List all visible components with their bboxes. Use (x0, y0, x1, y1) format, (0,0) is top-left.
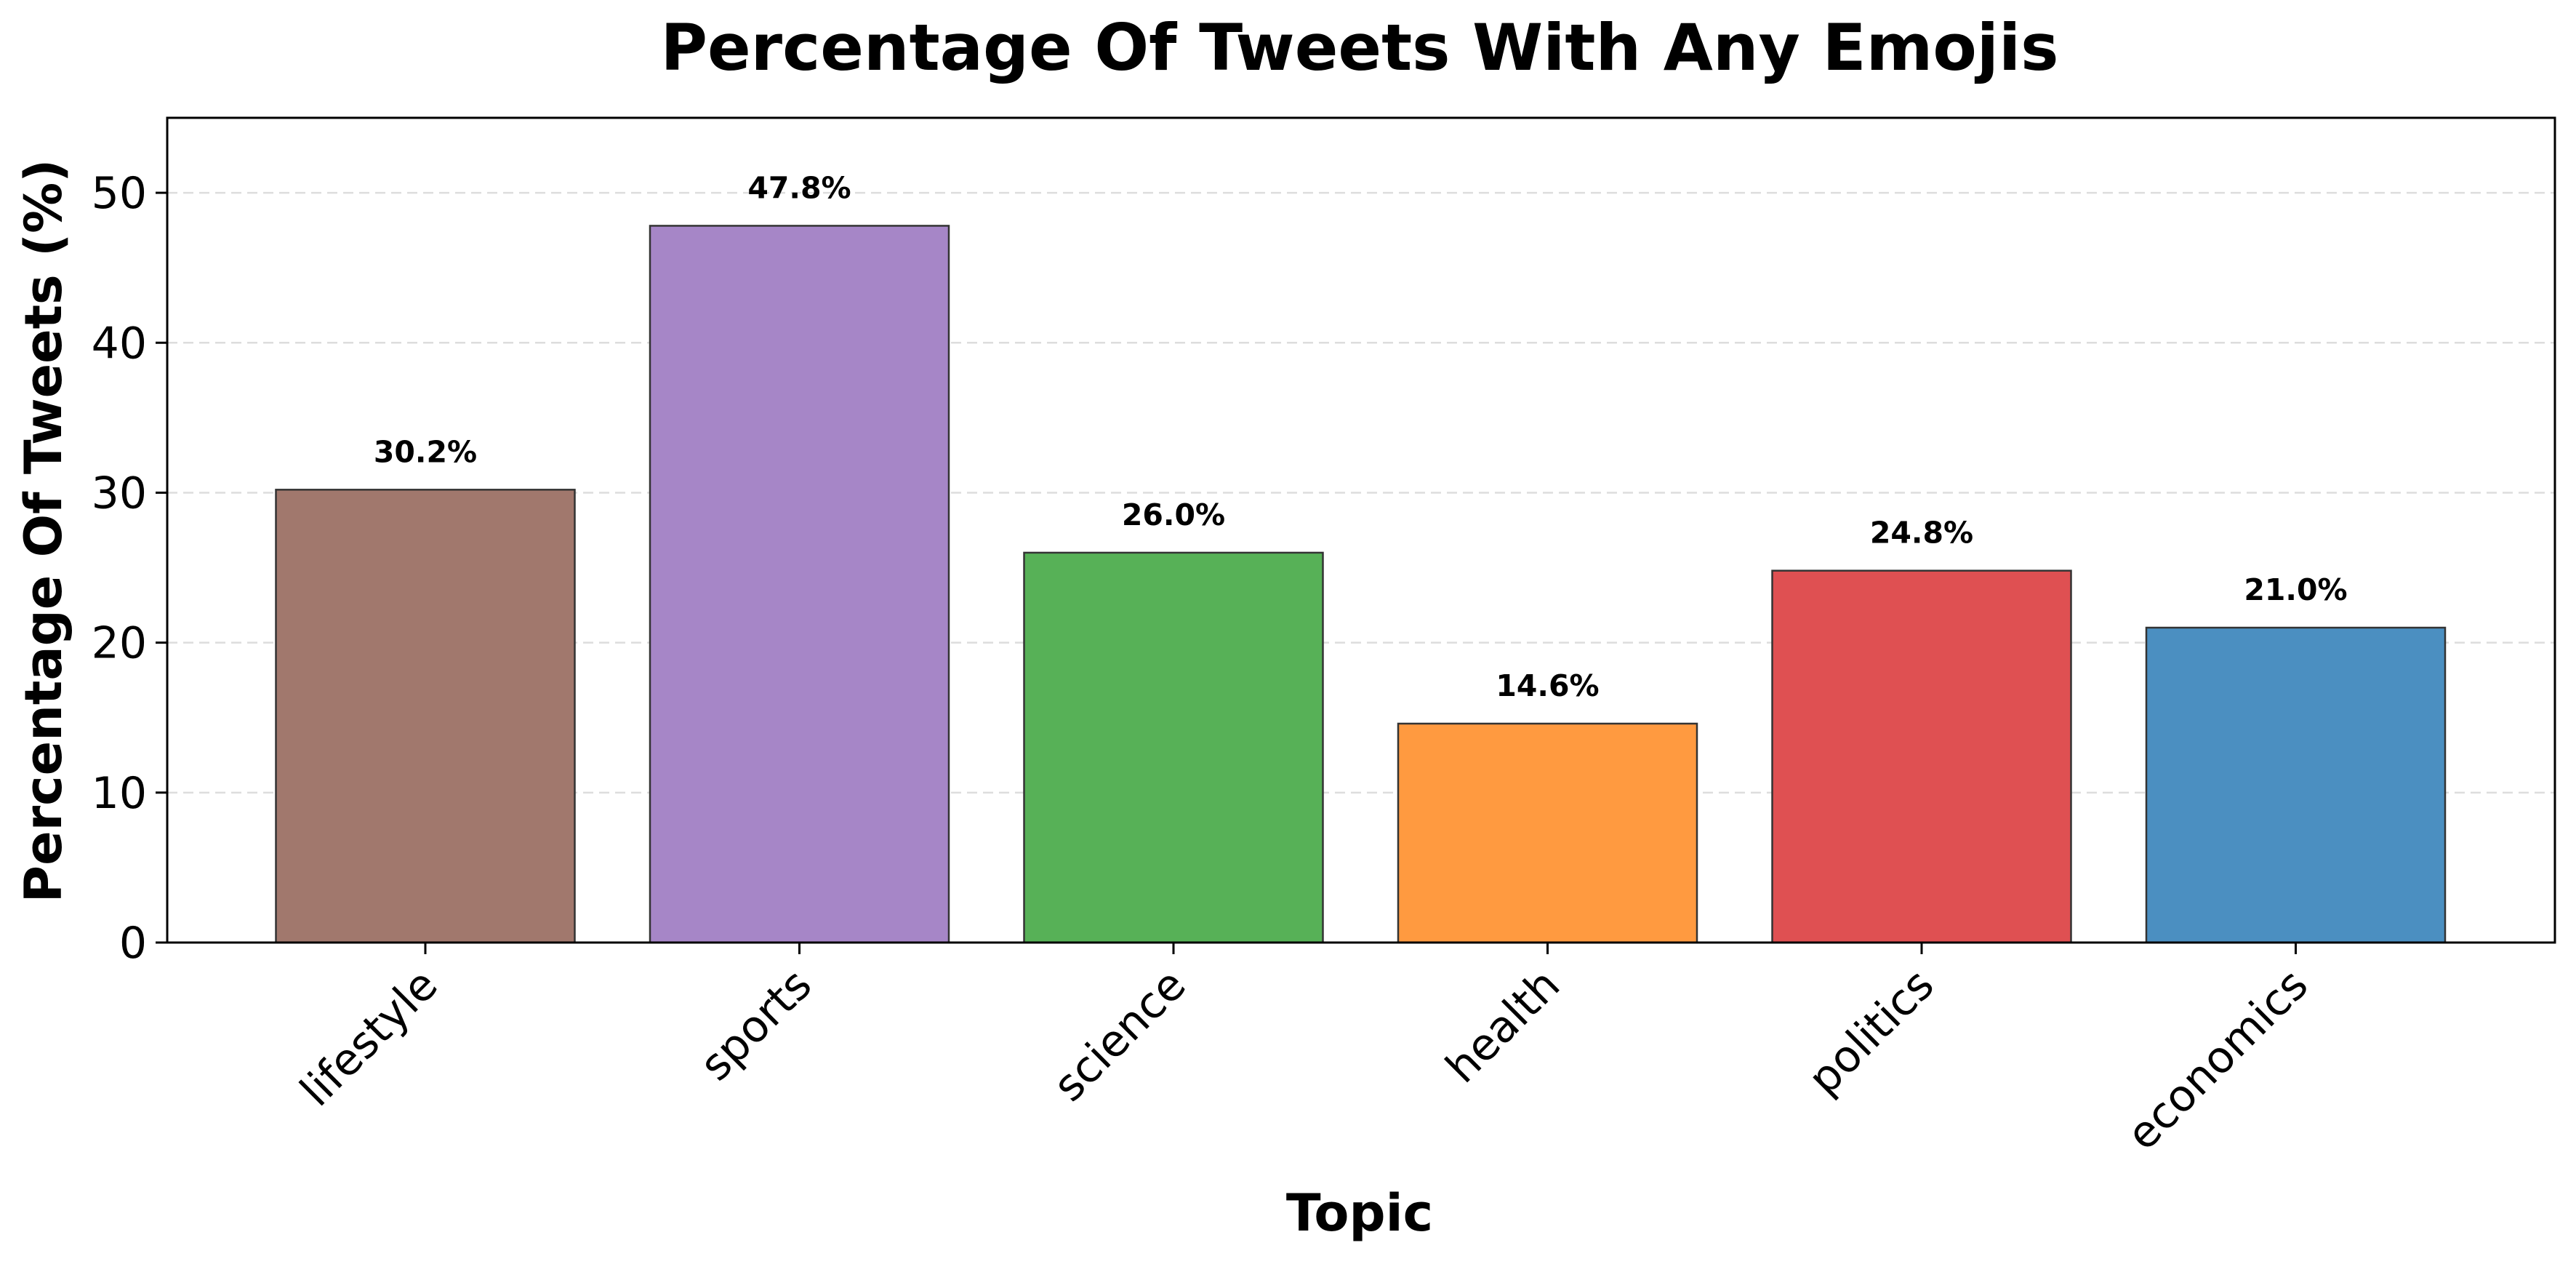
bar-value-label: 21.0% (2244, 572, 2347, 607)
y-tick-label: 10 (92, 768, 147, 819)
y-tick-label: 0 (119, 918, 147, 969)
bar-value-label: 47.8% (747, 170, 851, 205)
y-axis-label: Percentage Of Tweets (%) (14, 159, 73, 903)
bar-science (1023, 551, 1324, 944)
bar-value-label: 30.2% (374, 434, 477, 469)
y-tick-label: 30 (92, 468, 147, 519)
plot-frame (166, 116, 2556, 944)
bar-lifestyle (275, 489, 576, 944)
y-axis-ticks: 0 10 20 30 40 50 (92, 168, 167, 969)
y-tick-label: 40 (92, 318, 147, 369)
bar-politics (1771, 569, 2072, 944)
bars (275, 225, 2447, 944)
x-axis-label: Topic (1286, 1183, 1433, 1243)
y-tick-label: 20 (92, 618, 147, 669)
value-labels: 30.2% 47.8% 26.0% 14.6% 24.8% 21.0% (374, 170, 2348, 703)
bar-health (1397, 722, 1698, 944)
bar-value-label: 26.0% (1122, 497, 1225, 532)
y-tick-label: 50 (92, 168, 147, 219)
chart-title: Percentage Of Tweets With Any Emojis (661, 10, 2059, 85)
bar-value-label: 14.6% (1496, 668, 1599, 703)
bar-sports (649, 225, 950, 944)
bar-economics (2145, 626, 2447, 944)
bar-value-label: 24.8% (1870, 516, 1973, 551)
